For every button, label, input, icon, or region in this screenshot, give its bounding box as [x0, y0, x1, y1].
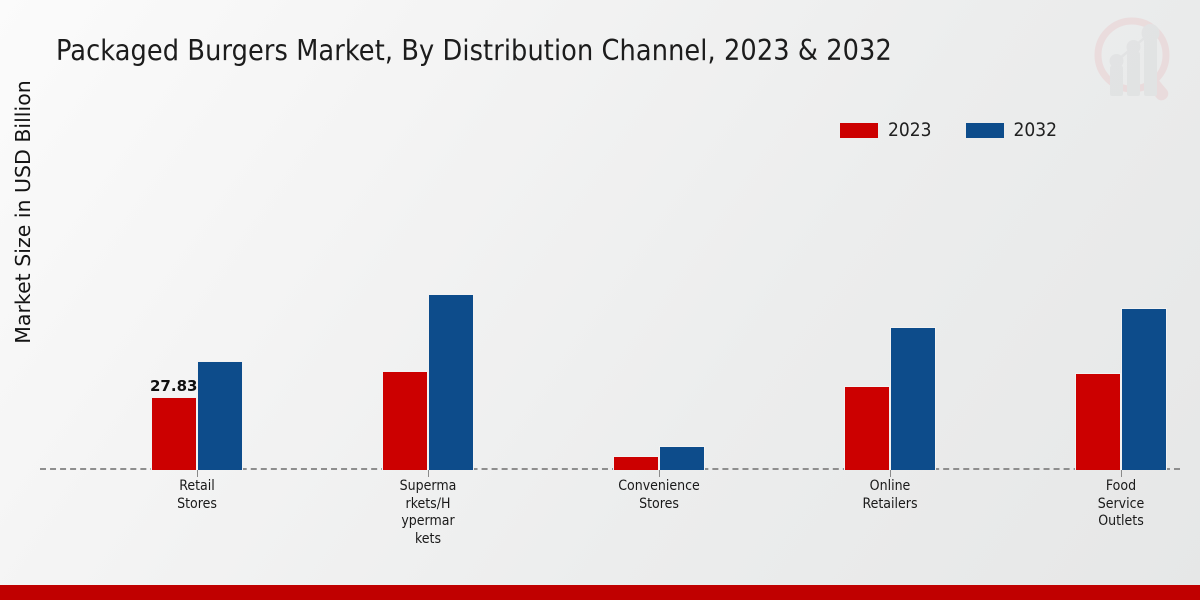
bar-pair [382, 293, 474, 470]
plot-area: 27.83 Retail Stores Superma rkets/H ypermar ke… [40, 160, 1180, 547]
legend-swatch-2023 [840, 122, 878, 138]
x-axis-category-label: Food Service Outlets [1097, 478, 1145, 529]
legend-item-2032[interactable]: 2032 [965, 119, 1058, 141]
legend-label-2023: 2023 [888, 119, 932, 141]
bar-pair [844, 326, 936, 470]
legend-label-2032: 2032 [1013, 119, 1058, 141]
bar-2032-supermarkets-hypermarkets[interactable] [428, 293, 474, 470]
x-axis-category-label: Superma rkets/H ypermar kets [399, 478, 457, 547]
x-axis-baseline [40, 468, 1180, 470]
x-axis-tick [428, 470, 429, 477]
watermark-logo-icon [1082, 8, 1186, 112]
bar-pair [613, 446, 705, 470]
bar-2023-retail-stores[interactable]: 27.83 [150, 377, 197, 470]
x-axis-category-label: Retail Stores [177, 478, 217, 512]
x-axis-tick [890, 470, 891, 477]
page-title: Packaged Burgers Market, By Distribution… [56, 34, 892, 67]
bar-group: Online Retailers [844, 160, 936, 512]
x-axis-category-label: Online Retailers [862, 478, 918, 512]
bar-2032-food-service-outlets[interactable] [1121, 307, 1167, 470]
bar-pair: 27.83 [150, 360, 243, 470]
bar-2032-convenience-stores[interactable] [659, 446, 705, 470]
bar-group: Food Service Outlets [1075, 160, 1167, 529]
footer-accent-bar [0, 585, 1200, 600]
bar-2023-supermarkets-hypermarkets[interactable] [382, 370, 428, 470]
bar-2032-online-retailers[interactable] [890, 326, 936, 470]
bar-group: Convenience Stores [613, 160, 705, 512]
x-axis-category-label: Convenience Stores [618, 478, 700, 512]
x-axis-tick [659, 470, 660, 477]
x-axis-tick [1121, 470, 1122, 477]
bar-group: Superma rkets/H ypermar kets [382, 160, 474, 547]
bar-2032-retail-stores[interactable] [197, 360, 243, 470]
legend-swatch-2032 [965, 122, 1004, 138]
legend-item-2023[interactable]: 2023 [840, 119, 932, 141]
bar-value-label: 27.83 [150, 376, 198, 395]
bar-2023-convenience-stores[interactable] [613, 456, 659, 470]
bar-group: 27.83 Retail Stores [150, 160, 243, 512]
bar-2023-food-service-outlets[interactable] [1075, 373, 1121, 470]
chart-legend: 2023 2032 [840, 119, 1057, 141]
bar-2023-online-retailers[interactable] [844, 385, 890, 470]
bar-pair [1075, 307, 1167, 470]
x-axis-tick [197, 470, 198, 477]
y-axis-title: Market Size in USD Billion [11, 80, 35, 344]
